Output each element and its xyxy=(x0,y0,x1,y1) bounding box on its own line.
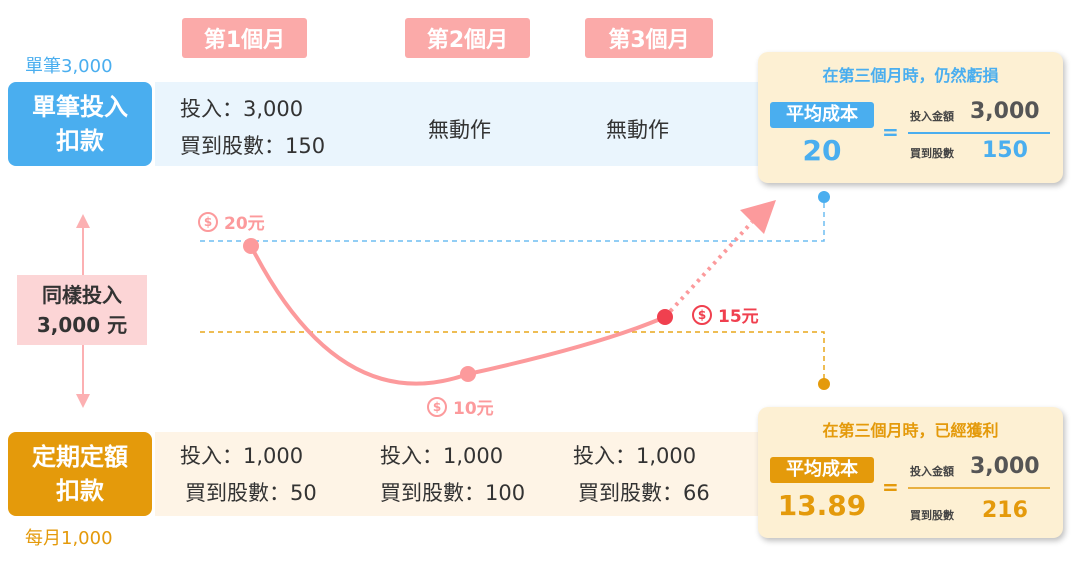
price-label-3: $15元 xyxy=(692,302,759,327)
shares-value: 150 xyxy=(982,138,1028,163)
dotted-trend xyxy=(663,220,754,319)
amount-label: 投入金額 xyxy=(910,110,954,123)
dca-invest: 投入：1,000 xyxy=(573,444,697,468)
same-line2: 3,000 元 xyxy=(36,313,128,337)
lump-row-band xyxy=(155,82,760,166)
amount-value: 3,000 xyxy=(970,99,1040,124)
dca-note: 每月1,000 xyxy=(25,528,113,549)
dca-result-card: 在第三個月時，已經獲利 平均成本 13.89 = 投入金額 3,000 買到股數… xyxy=(758,407,1063,538)
dca-label-line2: 扣款 xyxy=(56,477,104,505)
month-1-header: 第1個月 xyxy=(182,18,307,58)
same-line1: 同樣投入 xyxy=(42,283,122,307)
price-label-1: $20元 xyxy=(198,209,265,234)
price-value: 15元 xyxy=(718,307,759,327)
dca-shares: 買到股數：100 xyxy=(380,481,526,505)
dca-shares: 買到股數：50 xyxy=(185,481,317,505)
avg-cost-tag: 平均成本 xyxy=(770,102,874,128)
dca-label: 定期定額 扣款 xyxy=(8,432,152,516)
price-label-2: $10元 xyxy=(427,394,494,419)
shares-label: 買到股數 xyxy=(910,509,954,522)
lump-month3: 無動作 xyxy=(606,118,669,142)
fraction-line xyxy=(908,132,1050,134)
dca-month2: 投入：1,000 買到股數：100 xyxy=(380,438,525,512)
card-title: 在第三個月時，仍然虧損 xyxy=(822,66,999,85)
amount-value: 3,000 xyxy=(970,454,1040,479)
equals-sign: = xyxy=(882,120,899,144)
lump-result-card: 在第三個月時，仍然虧損 平均成本 20 = 投入金額 3,000 買到股數 15… xyxy=(758,52,1063,183)
dollar-coin-icon: $ xyxy=(692,304,712,325)
dca-invest: 投入：1,000 xyxy=(380,444,504,468)
dollar-coin-icon: $ xyxy=(198,211,218,232)
equals-sign: = xyxy=(882,475,899,499)
avg-cost-tag: 平均成本 xyxy=(770,457,874,483)
avg-cost-value: 13.89 xyxy=(777,489,867,522)
lump-label: 單筆投入 扣款 xyxy=(8,82,152,166)
lump-label-line1: 單筆投入 xyxy=(32,93,128,121)
card-title: 在第三個月時，已經獲利 xyxy=(822,421,999,440)
price-point-3 xyxy=(657,309,673,325)
dca-label-line1: 定期定額 xyxy=(32,443,128,471)
lump-note: 單筆3,000 xyxy=(25,56,113,77)
blue-dot xyxy=(818,191,830,203)
price-point-2 xyxy=(460,366,476,382)
amount-label: 投入金額 xyxy=(910,465,954,478)
blue-dashed-line xyxy=(200,197,825,242)
trend-arrowhead xyxy=(740,200,776,234)
fraction-line xyxy=(908,487,1050,489)
lump-label-line2: 扣款 xyxy=(56,127,104,155)
dca-month3: 投入：1,000 買到股數：66 xyxy=(573,438,710,512)
lump-invest: 投入：3,000 xyxy=(180,97,304,121)
price-value: 20元 xyxy=(224,214,265,234)
price-curve xyxy=(249,245,666,386)
orange-dashed-line xyxy=(200,331,825,384)
same-investment-box: 同樣投入 3,000 元 xyxy=(17,275,147,345)
dca-month1: 投入：1,000 買到股數：50 xyxy=(180,438,317,512)
dca-invest: 投入：1,000 xyxy=(180,444,304,468)
price-point-1 xyxy=(243,238,259,254)
shares-label: 買到股數 xyxy=(910,147,954,160)
dollar-coin-icon: $ xyxy=(427,396,447,417)
price-value: 10元 xyxy=(453,399,494,419)
month-2-header: 第2個月 xyxy=(405,18,530,58)
avg-cost-value: 20 xyxy=(802,134,842,167)
lump-month2: 無動作 xyxy=(428,118,491,142)
orange-dot xyxy=(818,378,830,390)
dca-shares: 買到股數：66 xyxy=(578,481,710,505)
dca-row-band xyxy=(155,432,760,516)
lump-month1: 投入：3,000 買到股數：150 xyxy=(180,91,325,165)
month-3-header: 第3個月 xyxy=(585,18,713,58)
lump-shares: 買到股數：150 xyxy=(180,134,326,158)
shares-value: 216 xyxy=(982,498,1028,523)
